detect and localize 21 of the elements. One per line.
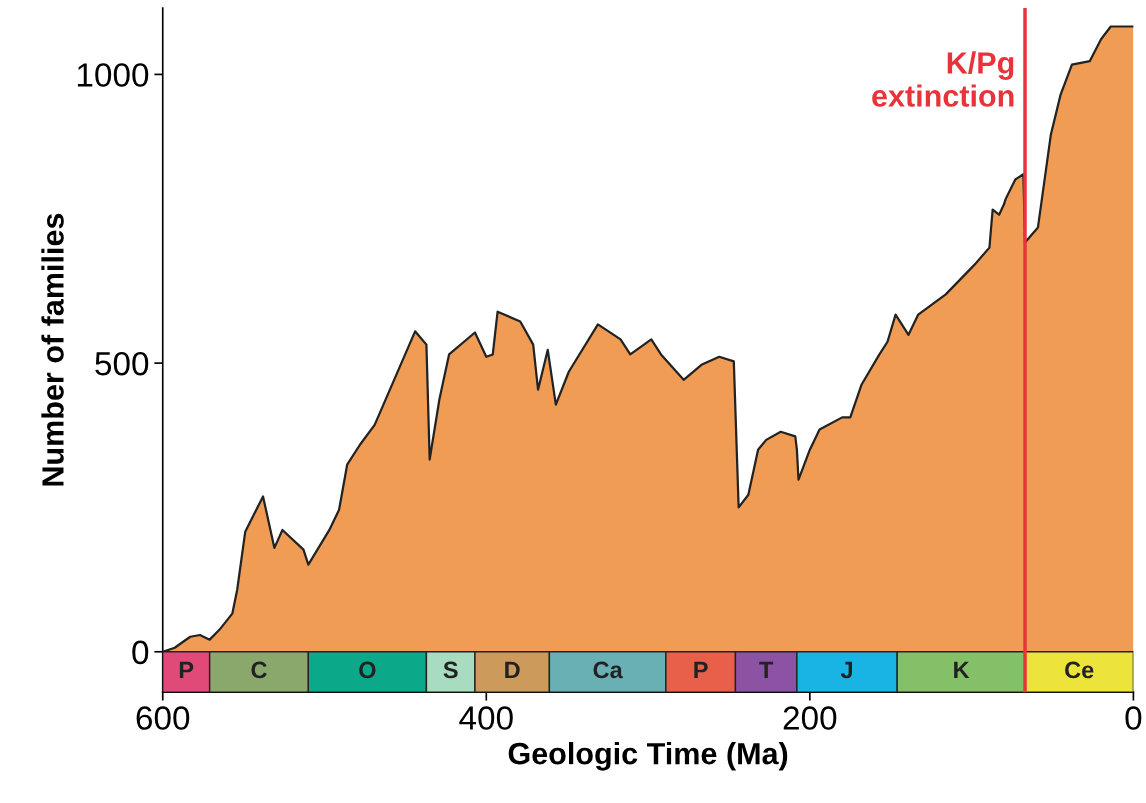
x-tick-label: 0 [1125, 706, 1142, 730]
band-label: K [954, 661, 970, 679]
ref-line-label: K/Pg extinction [872, 51, 1014, 107]
x-axis-title: Geologic Time (Ma) [508, 742, 788, 771]
x-tick-label: 200 [783, 706, 837, 730]
y-tick-label: 0 [132, 640, 149, 665]
y-axis-title: Number of families [41, 213, 64, 486]
band-label: D [505, 661, 520, 679]
band-label: Ca [593, 661, 623, 679]
band-label: S [443, 661, 458, 679]
band-label: T [759, 661, 774, 679]
band-label: J [840, 661, 852, 679]
x-tick-label: 400 [459, 706, 513, 730]
y-tick-label: 1000 [77, 63, 149, 87]
x-tick-label: 600 [136, 706, 190, 730]
band-label: O [359, 661, 376, 679]
y-tick-label: 500 [95, 351, 149, 376]
band-label: C [251, 661, 267, 679]
band-label: P [694, 661, 708, 679]
band-label: Ce [1065, 661, 1094, 679]
band-label: P [179, 661, 194, 679]
